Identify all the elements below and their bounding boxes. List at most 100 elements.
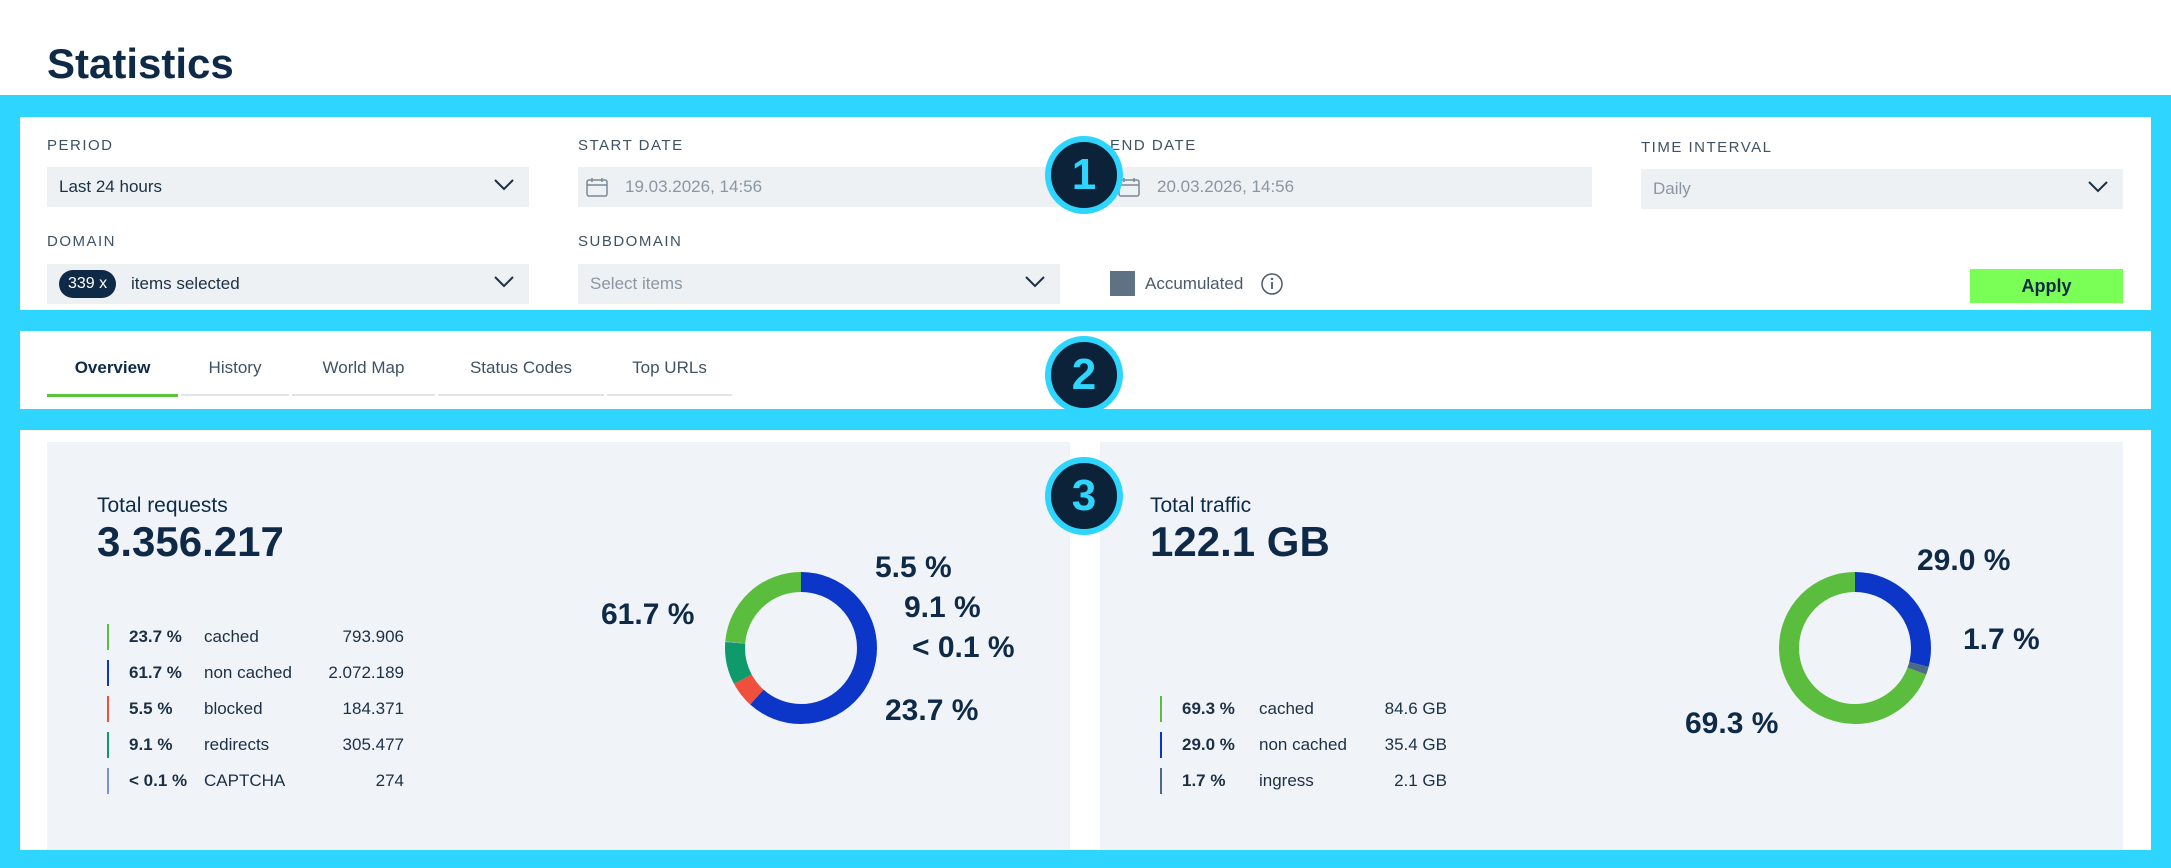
annotation-marker-1: 1	[1045, 136, 1123, 214]
start-date-value: 19.03.2026, 14:56	[625, 177, 763, 196]
legend-row-captcha: < 0.1 % CAPTCHA 274	[107, 768, 407, 796]
domain-select[interactable]: 339 x items selected	[47, 264, 529, 304]
chevron-down-icon	[494, 179, 514, 191]
legend-swatch	[107, 696, 109, 722]
legend-pct: < 0.1 %	[129, 771, 188, 790]
legend-row-cached: 23.7 % cached 793.906	[107, 624, 407, 652]
legend-swatch	[107, 768, 109, 794]
legend-name: CAPTCHA	[204, 771, 286, 790]
requests-total: 3.356.217	[97, 518, 284, 565]
donut-label-cached: 69.3 %	[1685, 707, 1779, 740]
legend-name: cached	[1259, 699, 1314, 718]
donut-label-captcha: < 0.1 %	[912, 631, 1015, 664]
requests-title: Total requests	[97, 494, 228, 517]
legend-row-ingress: 1.7 % ingress 2.1 GB	[1160, 768, 1460, 796]
legend-name: redirects	[204, 735, 270, 754]
legend-value: 793.906	[342, 627, 404, 646]
traffic-total: 122.1 GB	[1150, 518, 1330, 565]
legend-row-non-cached: 29.0 % non cached 35.4 GB	[1160, 732, 1460, 760]
tab-label: History	[208, 358, 262, 377]
calendar-icon	[586, 178, 608, 197]
tab-label: Overview	[74, 358, 151, 377]
time-interval-label: TIME INTERVAL	[1641, 139, 1773, 156]
legend-value: 2.072.189	[328, 663, 404, 682]
domain-count-badge[interactable]: 339 x	[59, 270, 117, 298]
legend-swatch	[1160, 696, 1162, 722]
legend-pct: 69.3 %	[1182, 699, 1235, 718]
legend-swatch	[107, 660, 109, 686]
legend-pct: 9.1 %	[129, 735, 173, 754]
donut-slice-redirects	[725, 572, 877, 724]
legend-swatch	[107, 732, 109, 758]
subdomain-select[interactable]: Select items	[578, 264, 1060, 304]
accumulated-label: Accumulated	[1145, 274, 1244, 293]
page-title: Statistics	[47, 40, 234, 87]
start-date-input[interactable]: 19.03.2026, 14:56	[578, 167, 1060, 207]
period-select[interactable]: Last 24 hours	[47, 167, 529, 207]
donut-label-ingress: 1.7 %	[1963, 623, 2040, 656]
donut-label-blocked: 5.5 %	[875, 551, 952, 584]
legend-pct: 23.7 %	[129, 627, 182, 646]
start-date-label: START DATE	[578, 137, 684, 154]
legend-swatch	[1160, 732, 1162, 758]
requests-donut-chart	[725, 572, 877, 724]
time-interval-value: Daily	[1653, 179, 1691, 198]
legend-pct: 61.7 %	[129, 663, 182, 682]
period-value: Last 24 hours	[59, 177, 163, 196]
donut-label-redirects: 9.1 %	[904, 591, 981, 624]
legend-pct: 1.7 %	[1182, 771, 1226, 790]
legend-value: 184.371	[342, 699, 404, 718]
legend-name: blocked	[204, 699, 263, 718]
requests-card	[47, 442, 1070, 850]
time-interval-select[interactable]: Daily	[1641, 169, 2123, 209]
legend-value: 274	[375, 771, 404, 790]
traffic-card	[1100, 442, 2123, 850]
end-date-input[interactable]: 20.03.2026, 14:56	[1110, 167, 1592, 207]
donut-label-non-cached: 29.0 %	[1917, 544, 2011, 577]
legend-value: 305.477	[342, 735, 404, 754]
traffic-title: Total traffic	[1150, 494, 1252, 517]
legend-row-redirects: 9.1 % redirects 305.477	[107, 732, 407, 760]
tab-history[interactable]: History	[181, 346, 289, 396]
legend-name: ingress	[1259, 771, 1314, 790]
legend-row-blocked: 5.5 % blocked 184.371	[107, 696, 407, 724]
tab-label: Top URLs	[632, 358, 707, 377]
donut-slice-cached	[1779, 572, 1931, 724]
chevron-down-icon	[494, 276, 514, 288]
legend-row-non-cached: 61.7 % non cached 2.072.189	[107, 660, 407, 688]
legend-pct: 5.5 %	[129, 699, 173, 718]
period-label: PERIOD	[47, 137, 114, 154]
apply-button[interactable]: Apply	[1970, 269, 2123, 303]
legend-value: 2.1 GB	[1394, 771, 1447, 790]
legend-swatch	[107, 624, 109, 650]
legend-swatch	[1160, 768, 1162, 794]
traffic-donut-chart	[1779, 572, 1931, 724]
tab-label: Status Codes	[469, 358, 573, 377]
chevron-down-icon	[2088, 181, 2108, 193]
legend-pct: 29.0 %	[1182, 735, 1235, 754]
legend-name: non cached	[204, 663, 292, 682]
subdomain-label: SUBDOMAIN	[578, 233, 683, 250]
tab-top-urls[interactable]: Top URLs	[607, 346, 732, 396]
donut-label-cached: 23.7 %	[885, 694, 979, 727]
legend-name: non cached	[1259, 735, 1347, 754]
tab-world-map[interactable]: World Map	[292, 346, 435, 396]
tab-status-codes[interactable]: Status Codes	[438, 346, 604, 396]
domain-label: DOMAIN	[47, 233, 116, 250]
end-date-label: END DATE	[1110, 137, 1197, 154]
legend-value: 84.6 GB	[1384, 699, 1447, 718]
accumulated-checkbox[interactable]	[1110, 271, 1135, 296]
legend-row-cached: 69.3 % cached 84.6 GB	[1160, 696, 1460, 724]
annotation-marker-2: 2	[1045, 336, 1123, 414]
chevron-down-icon	[1025, 276, 1045, 288]
legend-name: cached	[204, 627, 259, 646]
tab-overview[interactable]: Overview	[47, 346, 178, 397]
domain-value: items selected	[131, 274, 240, 293]
donut-label-non-cached: 61.7 %	[601, 598, 695, 631]
end-date-value: 20.03.2026, 14:56	[1157, 177, 1295, 196]
annotation-marker-3: 3	[1045, 457, 1123, 535]
tab-label: World Map	[322, 358, 405, 377]
info-icon[interactable]	[1260, 272, 1284, 296]
donut-slice-cached	[725, 572, 877, 724]
legend-value: 35.4 GB	[1384, 735, 1447, 754]
